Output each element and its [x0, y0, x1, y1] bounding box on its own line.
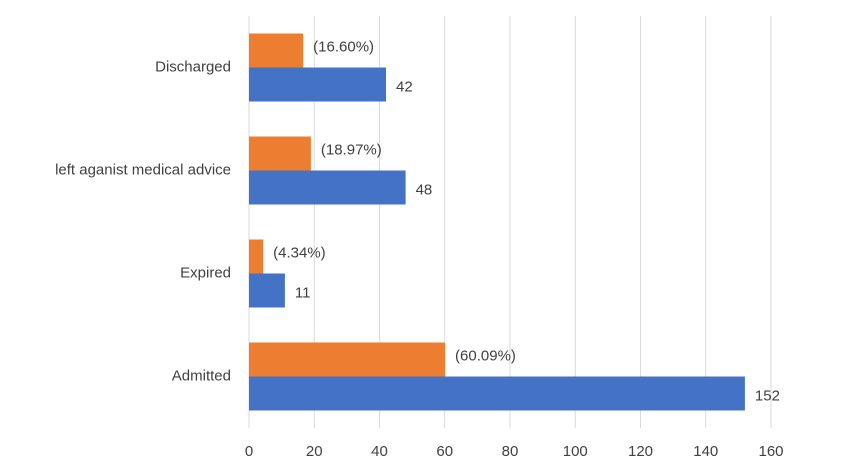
bar: [249, 239, 264, 274]
bar: [249, 273, 285, 308]
value-label: 48: [416, 181, 433, 198]
x-tick-label: 160: [758, 443, 783, 460]
x-tick-label: 140: [693, 443, 718, 460]
x-tick-label: 100: [563, 443, 588, 460]
bar: [249, 67, 387, 102]
x-tick-label: 20: [306, 443, 323, 460]
x-tick-label: 80: [502, 443, 519, 460]
value-label: (16.60%): [313, 38, 374, 55]
bar: [249, 136, 311, 171]
y-tick-label: Discharged: [155, 58, 231, 75]
y-tick-label: Admitted: [172, 367, 231, 384]
value-label: (60.09%): [455, 347, 516, 364]
x-tick-label: 60: [436, 443, 453, 460]
bar: [249, 170, 406, 205]
value-label: (4.34%): [273, 244, 326, 261]
x-tick-label: 120: [628, 443, 653, 460]
bar: [249, 342, 446, 377]
x-tick-label: 40: [371, 443, 388, 460]
x-tick-label: 0: [245, 443, 253, 460]
value-label: (18.97%): [321, 141, 382, 158]
value-label: 152: [755, 387, 780, 404]
bar: [249, 33, 304, 68]
value-label: 42: [396, 78, 413, 95]
value-label: 11: [295, 284, 311, 301]
y-tick-label: Expired: [180, 264, 231, 281]
bar: [249, 376, 745, 411]
y-tick-label: left aganist medical advice: [55, 161, 231, 178]
